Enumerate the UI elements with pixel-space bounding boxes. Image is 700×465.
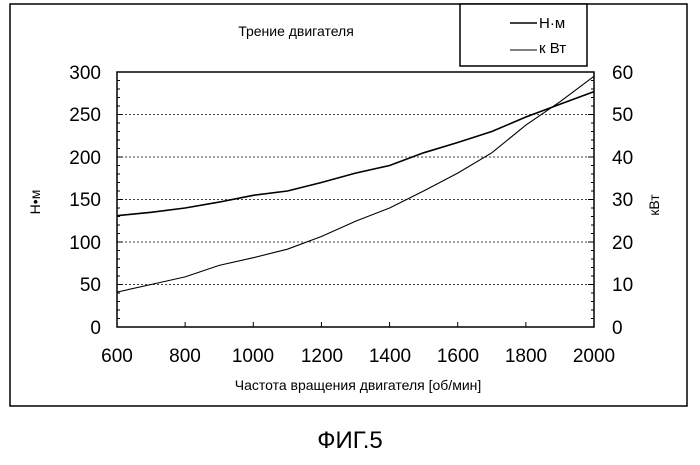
y-tick-labels-right: 0 10 20 30 40 50 60: [612, 63, 633, 339]
chart-title: Трение двигателя: [238, 23, 354, 39]
x-tick-label: 800: [169, 346, 201, 367]
x-tick-label: 600: [101, 346, 133, 367]
y-tick-label-left: 100: [69, 233, 101, 254]
y-tick-label-right: 10: [612, 275, 633, 296]
y-tick-label-right: 0: [612, 318, 623, 339]
y-axis-label-right: кВт: [646, 194, 662, 216]
y-tick-label-left: 50: [80, 275, 101, 296]
figure-caption: ФИГ.5: [317, 427, 383, 454]
y-tick-label-right: 40: [612, 148, 633, 169]
x-tick-label: 1800: [505, 346, 547, 367]
x-tick-labels: 600 800 1000 1200 1400 1600 1800 2000: [101, 346, 615, 367]
y-tick-labels-left: 0 50 100 150 200 250 300: [69, 63, 101, 339]
legend-box: [460, 4, 587, 66]
x-axis-label: Частота вращения двигателя [об/мин]: [235, 377, 482, 393]
y-tick-label-right: 50: [612, 105, 633, 126]
x-tick-label: 1200: [301, 346, 343, 367]
y-tick-label-left: 200: [69, 148, 101, 169]
x-tick-label: 2000: [573, 346, 615, 367]
y-tick-label-left: 0: [90, 318, 101, 339]
x-tick-label: 1000: [232, 346, 274, 367]
y-tick-label-left: 150: [69, 190, 101, 211]
legend-label-nm: Н·м: [539, 15, 565, 32]
grid-lines: [117, 115, 594, 285]
series-line-nm: [117, 92, 594, 216]
x-tick-label: 1400: [369, 346, 411, 367]
x-tick-label: 1600: [437, 346, 479, 367]
series-line-kw: [117, 76, 594, 292]
legend-label-kw: к Вт: [539, 40, 566, 57]
y-tick-label-right: 20: [612, 233, 633, 254]
y-tick-label-left: 250: [69, 105, 101, 126]
y-axis-label-left: Н•м: [27, 190, 43, 215]
y-tick-label-right: 60: [612, 63, 633, 84]
y-tick-label-right: 30: [612, 190, 633, 211]
y-tick-label-left: 300: [69, 63, 101, 84]
